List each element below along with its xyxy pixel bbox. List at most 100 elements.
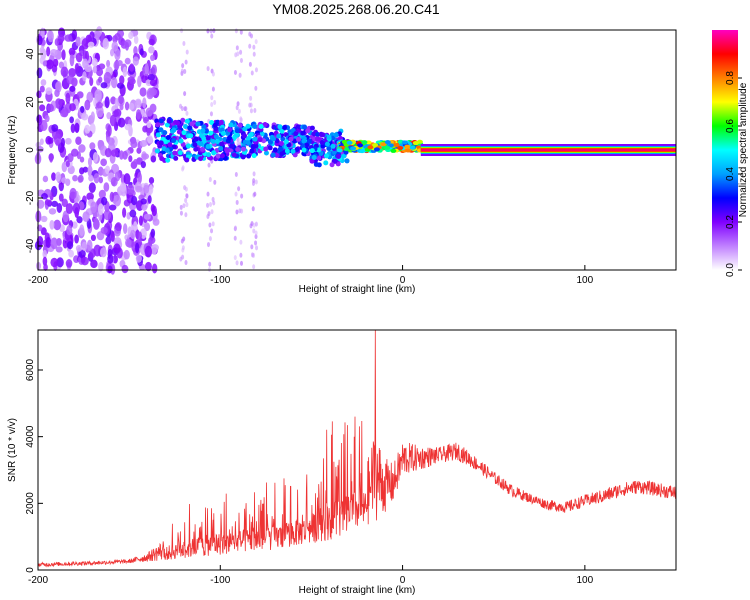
heatmap-cell [233, 255, 237, 261]
y-tick-label: 4000 [25, 425, 36, 448]
heatmap-cell [242, 133, 248, 139]
heatmap-cell [60, 109, 69, 118]
heatmap-cell [179, 204, 183, 210]
heatmap-cell [125, 238, 132, 248]
heatmap-cell [185, 110, 189, 116]
heatmap-cell [123, 249, 130, 260]
heatmap-cell [106, 59, 111, 68]
heatmap-cell [270, 152, 276, 158]
heatmap-cell [51, 124, 59, 132]
heatmap-cell [330, 135, 336, 141]
heatmap-cell [90, 259, 98, 269]
heatmap-cell [235, 146, 241, 152]
heatmap-cell [69, 103, 76, 112]
heatmap-cell [94, 89, 102, 101]
heatmap-cell [210, 138, 216, 144]
heatmap-cell [74, 122, 80, 134]
heatmap-cell [47, 103, 54, 113]
heatmap-cell [361, 140, 368, 145]
heatmap-cell [198, 156, 204, 162]
heatmap-cell [330, 143, 336, 149]
heatmap-cell [75, 245, 83, 252]
heatmap-cell [140, 198, 147, 205]
heatmap-cell [42, 249, 47, 259]
heatmap-cell [154, 148, 160, 154]
heatmap-cell [252, 264, 256, 270]
colorbar-tick-label: 0.8 [725, 71, 736, 85]
heatmap-cell [187, 125, 193, 131]
heatmap-cell [249, 95, 253, 101]
heatmap-cell [56, 257, 64, 268]
heatmap-cell [278, 141, 284, 147]
heatmap-cell [251, 153, 257, 159]
heatmap-cell [150, 155, 157, 163]
heatmap-cell [97, 139, 103, 148]
heatmap-cell [71, 29, 78, 41]
heatmap-cell [205, 144, 211, 150]
heatmap-cell [252, 228, 256, 234]
heatmap-cell [95, 101, 103, 109]
heatmap-cell [128, 102, 135, 111]
heatmap-cell [211, 196, 215, 202]
heatmap-cell [129, 209, 137, 218]
heatmap-cell [209, 120, 215, 126]
heatmap-cell [166, 118, 172, 124]
heatmap-cell [239, 58, 243, 64]
heatmap-cell [105, 236, 112, 245]
heatmap-cell [144, 245, 153, 258]
heatmap-cell [118, 94, 124, 105]
heatmap-cell [75, 52, 83, 63]
heatmap-cell [251, 180, 255, 186]
heatmap-cell [135, 254, 142, 263]
heatmap-cell [130, 229, 136, 240]
heatmap-cell [280, 136, 286, 142]
heatmap-cell [302, 124, 308, 130]
heatmap-cell [87, 157, 93, 167]
heatmap-cell [87, 41, 95, 48]
heatmap-cell [359, 149, 366, 154]
heatmap-cell [184, 118, 190, 124]
heatmap-cell [158, 118, 164, 124]
heatmap-cell [55, 81, 61, 91]
heatmap-cell [254, 85, 258, 91]
heatmap-cell [69, 116, 74, 124]
heatmap-cell [219, 141, 225, 147]
heatmap-cell [228, 122, 234, 128]
heatmap-cell [240, 193, 244, 199]
heatmap-cell [70, 123, 76, 134]
heatmap-cell [219, 153, 225, 159]
heatmap-cell [272, 147, 278, 153]
heatmap-cell [131, 195, 138, 206]
heatmap-cell [68, 249, 74, 258]
heatmap-cell [86, 239, 93, 252]
x-tick-label: -100 [210, 275, 230, 286]
heatmap-cell [121, 264, 129, 274]
heatmap-cell [150, 244, 158, 255]
heatmap-cell [195, 121, 201, 127]
heatmap-cell [77, 174, 84, 183]
x-tick-label: 100 [577, 575, 594, 586]
heatmap-cell [224, 148, 230, 154]
heatmap-cell [293, 131, 299, 137]
heatmap-cell [185, 193, 189, 199]
heatmap-cell [181, 245, 185, 251]
heatmap-cell [84, 124, 91, 134]
heatmap-cell [282, 125, 288, 131]
heatmap-cell [237, 122, 243, 128]
heatmap-cell [91, 58, 98, 67]
heatmap-cell [263, 150, 269, 156]
heatmap-cell [248, 31, 252, 37]
heatmap-cell [40, 215, 48, 223]
heatmap-cell [48, 208, 57, 215]
heatmap-cell [305, 128, 311, 134]
heatmap-cell [144, 261, 152, 272]
colorbar-gradient [712, 30, 738, 270]
heatmap-cell [254, 221, 258, 227]
heatmap-cell [393, 142, 400, 147]
heatmap-cell [98, 261, 104, 272]
heatmap-cell [103, 71, 112, 84]
heatmap-cell [46, 46, 51, 57]
heatmap-cell [184, 157, 190, 163]
heatmap-cell [253, 107, 257, 113]
x-tick-label: -200 [28, 575, 48, 586]
